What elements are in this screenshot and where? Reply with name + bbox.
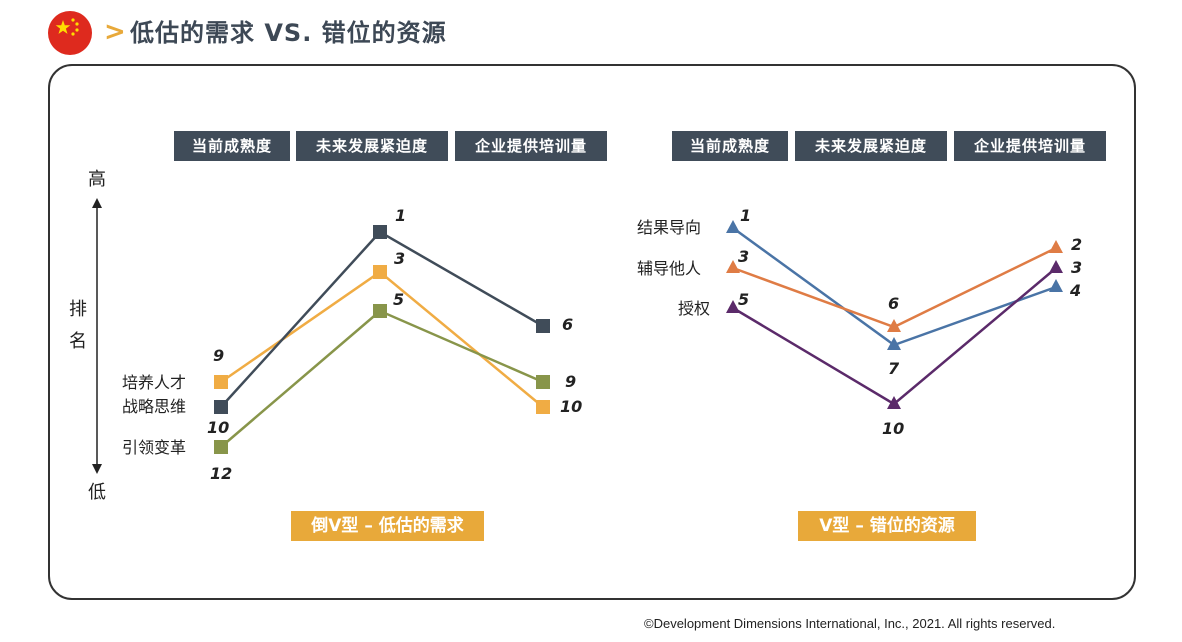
series-line: [732, 267, 1057, 406]
data-label: 5: [393, 290, 405, 309]
series-label-coaching: 辅导他人: [637, 259, 702, 278]
series-label-talent: 培养人才: [122, 373, 187, 392]
series-label-empower: 授权: [678, 299, 711, 318]
data-label: 9: [213, 346, 225, 365]
data-point-marker: [1049, 279, 1063, 292]
axis-rank-label-1: 排: [69, 299, 87, 320]
series-label-change: 引领变革: [122, 438, 187, 457]
series-line: [220, 270, 544, 408]
axis-low-label: 低: [88, 482, 106, 503]
data-point-marker: [1049, 240, 1063, 253]
data-label: 6: [562, 315, 574, 334]
data-point-marker: [214, 400, 228, 414]
data-label: 9: [565, 372, 577, 391]
left-header-current: 当前成熟度: [174, 131, 290, 161]
chart-panel: [48, 64, 1136, 600]
data-point-marker: [726, 300, 740, 313]
data-point-marker: [214, 440, 228, 454]
data-label: 2: [1071, 235, 1083, 254]
data-label: 5: [738, 290, 750, 309]
right-header-current: 当前成熟度: [672, 131, 788, 161]
right-header-training: 企业提供培训量: [954, 131, 1106, 161]
data-label: 10: [882, 419, 905, 438]
data-label: 12: [210, 464, 233, 483]
data-label: 10: [207, 418, 230, 437]
data-label: 10: [560, 397, 583, 416]
data-label: 1: [395, 206, 407, 225]
series-line: [732, 246, 1057, 329]
chevron-right-icon: >: [104, 17, 126, 47]
right-chart-caption: V型 – 错位的资源: [798, 511, 976, 541]
rank-axis-arrow: [92, 198, 102, 474]
data-label: 3: [1071, 258, 1083, 277]
data-point-marker: [373, 225, 387, 239]
data-point-marker: [726, 260, 740, 273]
data-point-marker: [214, 375, 228, 389]
left-chart-caption: 倒V型 – 低估的需求: [291, 511, 484, 541]
data-point-marker: [536, 400, 550, 414]
data-point-marker: [1049, 260, 1063, 273]
series-label-strategy: 战略思维: [122, 397, 187, 416]
series-label-results: 结果导向: [637, 218, 702, 237]
page-title: 低估的需求 VS. 错位的资源: [130, 19, 447, 47]
data-label: 7: [888, 359, 900, 378]
right-header-urgency: 未来发展紧迫度: [795, 131, 947, 161]
china-flag-icon: [48, 11, 92, 55]
data-point-marker: [373, 304, 387, 318]
data-point-marker: [536, 375, 550, 389]
data-point-marker: [373, 265, 387, 279]
data-label: 1: [740, 206, 752, 225]
axis-high-label: 高: [88, 169, 106, 190]
data-point-marker: [887, 396, 901, 409]
series-line: [220, 309, 544, 448]
data-label: 4: [1070, 281, 1082, 300]
data-label: 3: [394, 249, 406, 268]
left-header-training: 企业提供培训量: [455, 131, 607, 161]
data-label: 3: [738, 247, 750, 266]
copyright-footer: ©Development Dimensions International, I…: [644, 616, 1056, 631]
data-point-marker: [726, 220, 740, 233]
data-label: 6: [888, 294, 900, 313]
data-point-marker: [887, 319, 901, 332]
series-line: [220, 230, 544, 408]
data-point-marker: [887, 337, 901, 350]
data-point-marker: [536, 319, 550, 333]
axis-rank-label-2: 名: [69, 331, 87, 352]
left-header-urgency: 未来发展紧迫度: [296, 131, 448, 161]
